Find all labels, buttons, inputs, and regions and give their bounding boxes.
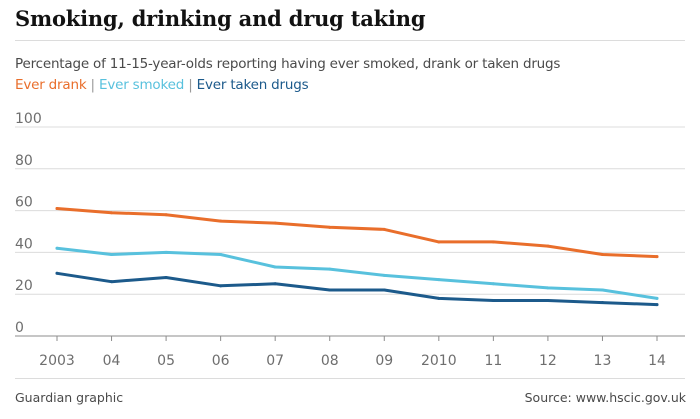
legend: Ever drank | Ever smoked | Ever taken dr… — [15, 77, 309, 93]
data-point-ever-smoked — [273, 265, 277, 269]
x-tick-label: 04 — [103, 353, 121, 369]
data-point-ever-taken-drugs — [600, 301, 604, 305]
data-point-ever-drank — [382, 227, 386, 231]
legend-separator: | — [188, 77, 193, 93]
x-tick-label: 08 — [321, 353, 339, 369]
y-tick-label: 80 — [15, 153, 33, 169]
legend-separator: | — [90, 77, 96, 93]
footer-source: Source: www.hscic.gov.uk — [524, 390, 686, 405]
data-point-ever-smoked — [328, 267, 332, 271]
x-tick-label: 11 — [484, 353, 502, 369]
legend-item-ever-smoked: Ever smoked — [98, 77, 185, 93]
data-point-ever-drank — [655, 255, 659, 259]
data-point-ever-drank — [164, 213, 168, 217]
data-point-ever-taken-drugs — [546, 298, 550, 302]
data-point-ever-taken-drugs — [219, 284, 223, 288]
series-line-ever-smoked — [55, 246, 659, 300]
chart-title: Smoking, drinking and drug taking — [15, 6, 426, 31]
data-point-ever-drank — [328, 225, 332, 229]
legend-item-ever-taken-drugs: Ever taken drugs — [196, 77, 309, 93]
data-point-ever-drank — [600, 252, 604, 256]
series-line-ever-taken-drugs — [55, 271, 659, 307]
data-point-ever-smoked — [110, 252, 114, 256]
data-point-ever-smoked — [546, 286, 550, 290]
data-point-ever-drank — [491, 240, 495, 244]
data-point-ever-taken-drugs — [110, 280, 114, 284]
data-point-ever-taken-drugs — [164, 275, 168, 279]
y-tick-label: 0 — [15, 320, 24, 336]
x-tick-label: 13 — [594, 353, 612, 369]
y-tick-label: 100 — [15, 111, 42, 127]
x-tick-label: 2003 — [39, 353, 75, 369]
data-point-ever-smoked — [382, 273, 386, 277]
x-tick-label: 06 — [212, 353, 230, 369]
data-point-ever-drank — [437, 240, 441, 244]
x-tick-label: 2010 — [421, 353, 457, 369]
data-point-ever-taken-drugs — [655, 303, 659, 307]
data-point-ever-smoked — [600, 288, 604, 292]
x-tick-label: 14 — [648, 353, 666, 369]
data-point-ever-smoked — [219, 252, 223, 256]
data-point-ever-drank — [546, 244, 550, 248]
data-point-ever-drank — [110, 211, 114, 215]
x-tick-label: 07 — [266, 353, 284, 369]
title-divider — [15, 40, 685, 41]
y-tick-label: 20 — [15, 278, 33, 294]
data-point-ever-drank — [273, 221, 277, 225]
series-line-ever-drank — [55, 207, 659, 259]
data-point-ever-drank — [55, 207, 59, 211]
data-point-ever-taken-drugs — [491, 298, 495, 302]
legend-item-ever-drank: Ever drank — [15, 77, 87, 93]
y-tick-label: 60 — [15, 195, 33, 211]
y-tick-label: 40 — [15, 236, 33, 252]
chart-subtitle: Percentage of 11-15-year-olds reporting … — [15, 56, 561, 72]
data-point-ever-taken-drugs — [382, 288, 386, 292]
x-tick-label: 09 — [375, 353, 393, 369]
data-point-ever-smoked — [164, 250, 168, 254]
data-point-ever-taken-drugs — [55, 271, 59, 275]
x-tick-label: 05 — [157, 353, 175, 369]
data-point-ever-taken-drugs — [328, 288, 332, 292]
data-point-ever-drank — [219, 219, 223, 223]
data-point-ever-smoked — [437, 278, 441, 282]
data-point-ever-taken-drugs — [437, 296, 441, 300]
footer-credit: Guardian graphic — [15, 390, 124, 405]
data-point-ever-smoked — [655, 296, 659, 300]
data-point-ever-taken-drugs — [273, 282, 277, 286]
footer-divider — [15, 378, 685, 379]
x-tick-label: 12 — [539, 353, 557, 369]
data-point-ever-smoked — [491, 282, 495, 286]
data-point-ever-smoked — [55, 246, 59, 250]
